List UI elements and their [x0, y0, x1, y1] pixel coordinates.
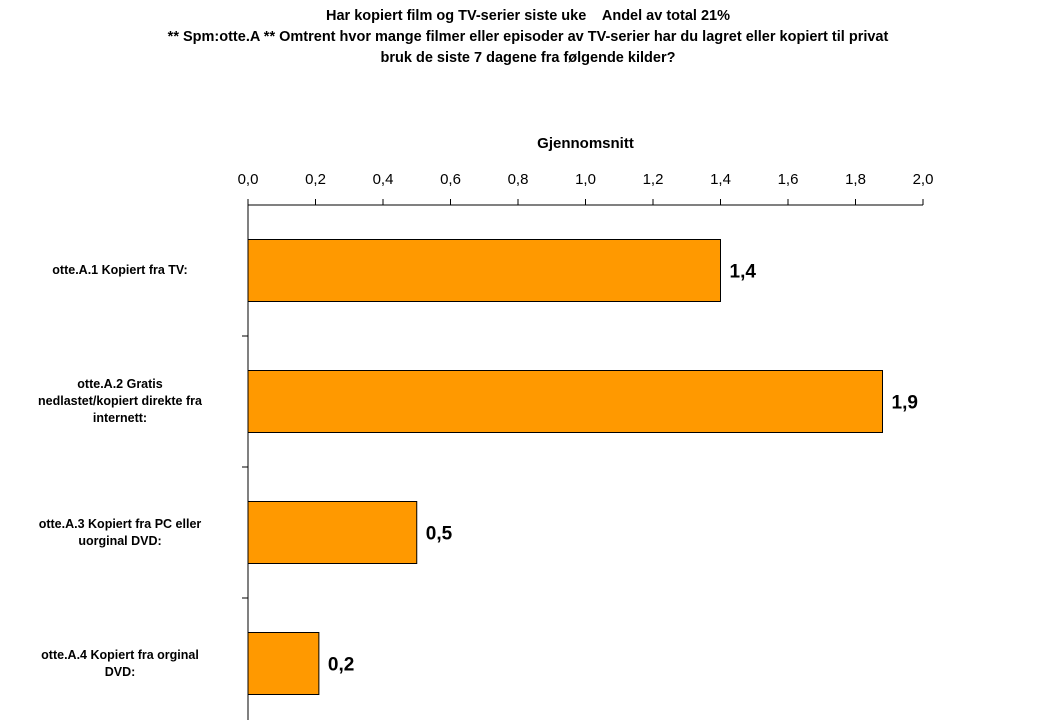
chart-title: Har kopiert film og TV-serier siste uke … — [0, 6, 1056, 69]
category-label-line: internett: — [92, 411, 148, 425]
x-tick-label: 1,0 — [575, 171, 596, 188]
category-label-line: DVD: — [104, 664, 136, 679]
x-tick-label: 0,4 — [373, 171, 394, 188]
x-tick-label: 1,2 — [643, 171, 664, 188]
category-label: otte.A.3 Kopiert fra PC eller uorginal DV… — [6, 516, 234, 550]
x-tick-label: 1,8 — [845, 171, 866, 188]
chart-title-line: ** Spm:otte.A ** Omtrent hvor mange film… — [167, 29, 889, 45]
data-label: 1,4 — [730, 262, 757, 283]
x-tick-label: 0,6 — [440, 171, 461, 188]
category-label-line: otte.A.3 Kopiert fra PC eller — [38, 516, 202, 531]
category-label: otte.A.2 Gratis nedlastet/kopiert direkte… — [6, 376, 234, 427]
category-label: otte.A.4 Kopiert fra orginal DVD: — [6, 647, 234, 681]
x-tick-label: 1,4 — [710, 171, 731, 188]
data-label: 0,5 — [426, 524, 453, 545]
x-axis-label: Gjennomsnitt — [537, 135, 634, 152]
data-label: 1,9 — [892, 393, 918, 414]
data-label: 0,2 — [328, 655, 354, 676]
category-label-line: uorginal DVD: — [78, 533, 162, 548]
bar — [247, 370, 883, 433]
category-label-line: otte.A.1 Kopiert fra TV: — [52, 263, 188, 277]
x-tick-label: 1,6 — [778, 171, 799, 188]
bar — [247, 239, 721, 302]
x-tick-label: 0,0 — [238, 171, 259, 188]
chart-title-line: bruk de siste 7 dagene fra følgende kild… — [380, 50, 676, 66]
category-label: otte.A.1 Kopiert fra TV: — [6, 262, 234, 279]
x-tick-label: 0,8 — [508, 171, 529, 188]
x-tick-label: 0,2 — [305, 171, 326, 188]
chart-title-line: Har kopiert film og TV-serier siste uke … — [326, 8, 730, 24]
bar — [247, 501, 418, 564]
x-tick-label: 2,0 — [913, 171, 934, 188]
category-label-line: otte.A.2 Gratis — [77, 377, 163, 391]
category-label-line: otte.A.4 Kopiert fra orginal — [41, 647, 199, 662]
category-label-line: nedlastet/kopiert direkte fra — [38, 394, 202, 408]
bar — [247, 632, 320, 695]
